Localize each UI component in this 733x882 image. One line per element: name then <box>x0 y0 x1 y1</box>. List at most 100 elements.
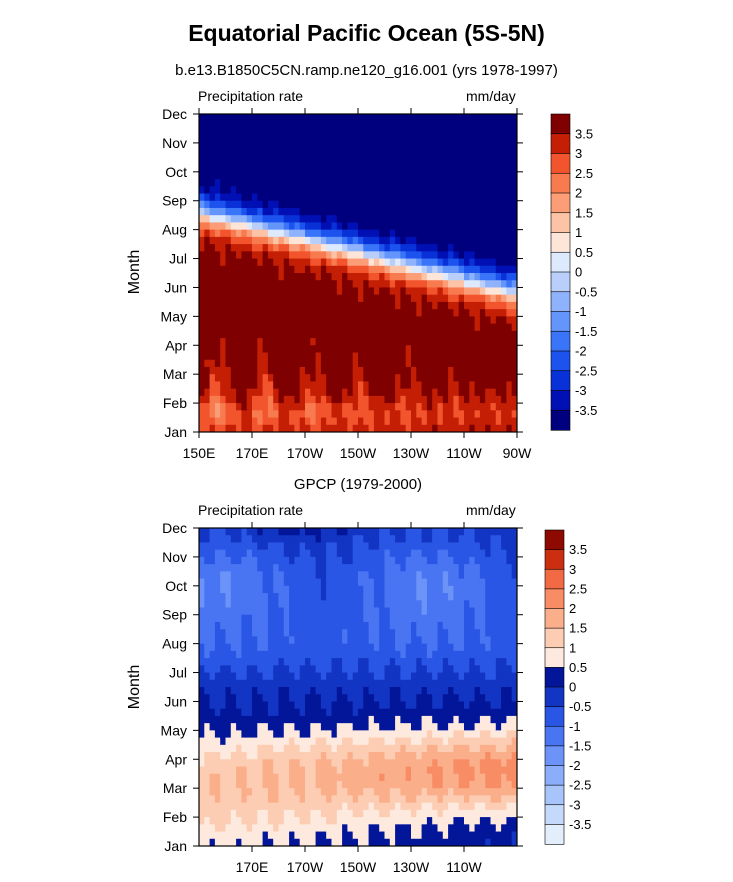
panel2-colorbar-label: -1 <box>569 719 581 734</box>
panel2-colorbar-label: -2 <box>569 758 581 773</box>
panel1-colorbar-label: 3 <box>575 146 582 161</box>
panel2-colorbar-box <box>544 784 565 806</box>
panel2-ytick-label: Jan <box>164 838 187 854</box>
panel2-colorbar-box <box>544 686 565 708</box>
panel1-variable-label: Precipitation rate <box>198 88 304 104</box>
panel2-ytick-label: Nov <box>162 549 187 565</box>
panel2-subtitle: GPCP (1979-2000) <box>293 476 423 493</box>
panel2-colorbar-label: -3.5 <box>569 817 591 832</box>
panel1-colorbar-label: 2.5 <box>575 166 593 181</box>
panel2-colorbar-label: 3 <box>569 562 576 577</box>
panel1-colorbar-box <box>550 251 571 273</box>
panel2-ytick-label: May <box>161 722 187 738</box>
panel2-colorbar-box <box>544 549 565 570</box>
panel1-colorbar-box <box>550 192 571 214</box>
panel2-colorbar-box <box>544 725 565 747</box>
panel1-ytick-label: Nov <box>162 135 187 151</box>
panel2-ytick-label: Dec <box>162 520 187 536</box>
panel2-ytick-label: Feb <box>163 809 187 825</box>
panel2-colorbar-label: 1 <box>569 640 576 655</box>
panel2-ytick-label: Apr <box>165 751 187 767</box>
panel1-colorbar-label: 0 <box>575 265 582 280</box>
axes-layer: Jan Feb Mar Apr May Jun Jul Aug Sep Oct Nov Dec 150E… <box>161 106 533 875</box>
panel2-colorbar-box <box>544 588 565 610</box>
panel1-colorbar-label: -2 <box>575 344 587 359</box>
panel1-ytick-label: Apr <box>165 337 187 353</box>
panel1-units-label: mm/day <box>466 88 516 104</box>
panel1-colorbar-box <box>550 113 571 135</box>
panel1-colorbar-label: 2 <box>575 186 582 201</box>
panel2-xtick-label: 170W <box>287 859 324 875</box>
panel2-colorbar-label: 1.5 <box>569 621 587 636</box>
panel2-colorbar-box <box>544 529 565 551</box>
panel1-ytick-label: Jun <box>164 279 187 295</box>
panel1-colorbar-box <box>550 212 571 234</box>
panel1-colorbar-box <box>550 271 571 293</box>
panel1-ytick-label: Jul <box>169 251 187 267</box>
panel2-xtick-label: 110W <box>446 859 482 875</box>
panel1-colorbar-box <box>550 232 571 253</box>
panel2-xtick-label: 150W <box>340 859 377 875</box>
panel1-colorbar-box <box>550 409 571 431</box>
panel2-units-label: mm/day <box>466 502 516 518</box>
panel1-xtick-label: 170W <box>287 445 324 461</box>
panel1-ytick-label: Jan <box>164 424 187 440</box>
panel2-colorbar-box <box>544 824 565 845</box>
panel2-colorbar-box <box>544 667 565 688</box>
panel1-ytick-label: Aug <box>162 222 187 238</box>
panel1-xtick-label: 150W <box>340 445 377 461</box>
panel1-ytick-label: Feb <box>163 395 187 411</box>
panel1-colorbar-box <box>550 390 571 411</box>
panel1-colorbar-box <box>550 330 571 352</box>
panel2-ytick-label: Sep <box>162 607 187 623</box>
panel2-xtick-label: 170E <box>236 859 269 875</box>
panel1-ytick-label: Dec <box>162 106 187 122</box>
panel1-colorbar-label: 0.5 <box>575 245 593 260</box>
panel2-colorbar-box <box>544 765 565 786</box>
panel1-xtick-label: 90W <box>503 445 533 461</box>
chart-title: Equatorial Pacific Ocean (5S-5N) <box>188 20 545 46</box>
panel2-colorbar-box <box>544 647 565 668</box>
panel2-colorbar-box <box>544 745 565 767</box>
panel1-ytick-label: May <box>161 308 187 324</box>
panel1-xtick-label: 150E <box>183 445 216 461</box>
panel1-ytick-label: Sep <box>162 193 187 209</box>
panel2-ytick-label: Oct <box>165 578 187 594</box>
panel1-colorbar-box <box>550 311 571 332</box>
panel2-ytick-label: Aug <box>162 636 187 652</box>
panel2-ytick-label: Jun <box>164 693 187 709</box>
panel1-colorbar-label: -3 <box>575 383 587 398</box>
panel1-contour-field <box>199 114 517 432</box>
panel1-colorbar-box <box>550 350 571 372</box>
panel1-colorbar-box <box>550 133 571 155</box>
panel2-xtick-label: 130W <box>393 859 430 875</box>
panel1-colorbar-box <box>550 153 571 174</box>
panel2-colorbar-label: -1.5 <box>569 738 591 753</box>
panel2-colorbar-box <box>544 608 565 629</box>
panel1-colorbar-label: -1 <box>575 304 587 319</box>
panel2-colorbar-label: -0.5 <box>569 699 591 714</box>
panel2-colorbar-label: -2.5 <box>569 778 591 793</box>
panel2-colorbar-label: 0.5 <box>569 660 587 675</box>
panel2-colorbar-label: 3.5 <box>569 542 587 557</box>
panel2-variable-label: Precipitation rate <box>198 502 304 518</box>
colorbars: 3.5 3 2.5 2 1.5 1 0.5 0 -0.5 -1 -1.5 -2 -2.5 -3 -3.5 3.… <box>544 113 597 845</box>
panel1-xtick-label: 130W <box>393 445 430 461</box>
panel2-colorbar-label: 0 <box>569 680 576 695</box>
panel1-colorbar-box <box>550 291 571 313</box>
panel2-contour-field <box>199 528 517 846</box>
panel1-xtick-label: 110W <box>446 445 482 461</box>
panel1-colorbar-label: -1.5 <box>575 324 597 339</box>
panel1-ytick-label: Oct <box>165 164 187 180</box>
panel2-colorbar-label: 2 <box>569 601 576 616</box>
panel2-colorbar-box <box>544 706 565 727</box>
panel2-colorbar-label: 2.5 <box>569 581 587 596</box>
panel1-colorbar-label: 3.5 <box>575 126 593 141</box>
panel2-colorbar-label: -3 <box>569 797 581 812</box>
panel1-colorbar-label: -0.5 <box>575 284 597 299</box>
panel2-colorbar-box <box>544 627 565 649</box>
panel1-xtick-label: 170E <box>236 445 269 461</box>
panel1-colorbar-box <box>550 370 571 392</box>
panel2-ytick-label: Jul <box>169 665 187 681</box>
